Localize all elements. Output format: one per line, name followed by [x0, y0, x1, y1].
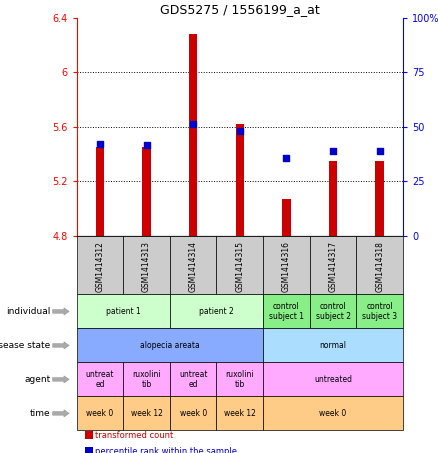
Bar — [189, 34, 198, 236]
Text: GSM1414318: GSM1414318 — [375, 241, 384, 292]
Text: disease state: disease state — [0, 341, 50, 350]
Text: control
subject 1: control subject 1 — [269, 302, 304, 321]
Bar — [282, 199, 291, 236]
Bar — [375, 161, 384, 236]
Text: individual: individual — [6, 307, 50, 316]
Text: agent: agent — [24, 375, 50, 384]
Text: alopecia areata: alopecia areata — [140, 341, 200, 350]
Text: normal: normal — [320, 341, 346, 350]
Text: GSM1414314: GSM1414314 — [189, 241, 198, 292]
Point — [376, 148, 383, 155]
Text: transformed count: transformed count — [95, 431, 173, 440]
Text: untreat
ed: untreat ed — [86, 370, 114, 389]
Text: week 0: week 0 — [86, 409, 113, 418]
Text: ruxolini
tib: ruxolini tib — [226, 370, 254, 389]
Text: GSM1414312: GSM1414312 — [95, 241, 104, 292]
Text: control
subject 2: control subject 2 — [315, 302, 350, 321]
Point — [143, 141, 150, 148]
Text: week 0: week 0 — [319, 409, 346, 418]
Text: patient 1: patient 1 — [106, 307, 141, 316]
Text: week 0: week 0 — [180, 409, 207, 418]
Text: GSM1414315: GSM1414315 — [235, 241, 244, 292]
Text: time: time — [30, 409, 50, 418]
Point — [329, 148, 336, 155]
Text: week 12: week 12 — [224, 409, 256, 418]
Text: control
subject 3: control subject 3 — [362, 302, 397, 321]
Text: GSM1414313: GSM1414313 — [142, 241, 151, 292]
Point — [190, 120, 197, 128]
Text: untreated: untreated — [314, 375, 352, 384]
Bar — [142, 147, 151, 236]
Text: percentile rank within the sample: percentile rank within the sample — [95, 447, 237, 453]
Text: ruxolini
tib: ruxolini tib — [132, 370, 161, 389]
Bar — [96, 147, 104, 236]
Title: GDS5275 / 1556199_a_at: GDS5275 / 1556199_a_at — [160, 3, 320, 15]
Bar — [236, 124, 244, 236]
Bar — [329, 161, 337, 236]
Text: patient 2: patient 2 — [199, 307, 234, 316]
Text: week 12: week 12 — [131, 409, 162, 418]
Text: GSM1414316: GSM1414316 — [282, 241, 291, 292]
Point — [237, 127, 244, 135]
Text: GSM1414317: GSM1414317 — [328, 241, 338, 292]
Point — [96, 140, 103, 148]
Text: untreat
ed: untreat ed — [179, 370, 208, 389]
Point — [283, 154, 290, 162]
